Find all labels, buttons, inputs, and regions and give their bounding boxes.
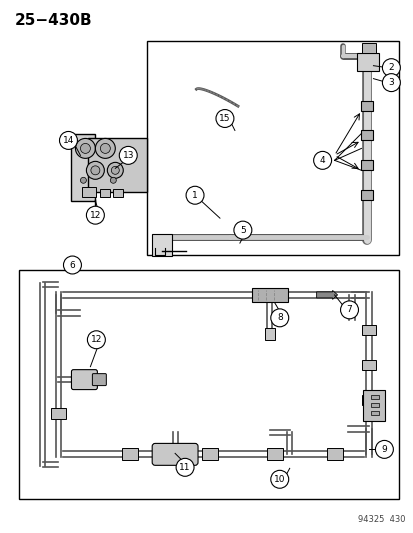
Circle shape bbox=[86, 206, 104, 224]
Text: 2: 2 bbox=[388, 63, 393, 72]
Bar bbox=[266, 448, 282, 461]
Text: 7: 7 bbox=[346, 305, 351, 314]
Bar bbox=[326, 448, 342, 461]
Text: 15: 15 bbox=[218, 114, 230, 123]
Bar bbox=[251, 288, 287, 302]
Text: 1: 1 bbox=[192, 191, 197, 200]
Circle shape bbox=[100, 143, 110, 154]
Bar bbox=[202, 448, 217, 461]
Text: 4: 4 bbox=[319, 156, 325, 165]
Circle shape bbox=[110, 177, 116, 183]
Circle shape bbox=[270, 470, 288, 488]
Bar bbox=[362, 394, 375, 405]
Bar bbox=[82, 187, 96, 197]
Bar bbox=[361, 190, 373, 200]
Text: 6: 6 bbox=[69, 261, 75, 270]
Text: 9: 9 bbox=[381, 445, 386, 454]
FancyArrow shape bbox=[316, 290, 337, 300]
Bar bbox=[100, 189, 110, 197]
Circle shape bbox=[87, 331, 105, 349]
Circle shape bbox=[176, 458, 194, 477]
Circle shape bbox=[111, 166, 119, 174]
Bar bbox=[361, 160, 373, 171]
Bar bbox=[362, 325, 375, 335]
Bar bbox=[264, 328, 274, 340]
Bar bbox=[19, 270, 399, 499]
Bar bbox=[361, 131, 373, 140]
FancyBboxPatch shape bbox=[152, 443, 197, 465]
Bar bbox=[361, 101, 373, 110]
Text: 11: 11 bbox=[179, 463, 190, 472]
Circle shape bbox=[270, 309, 288, 327]
Bar bbox=[362, 43, 375, 53]
Bar bbox=[370, 402, 378, 407]
Circle shape bbox=[80, 143, 90, 154]
Text: 12: 12 bbox=[90, 211, 101, 220]
Text: 5: 5 bbox=[240, 225, 245, 235]
Circle shape bbox=[86, 161, 104, 179]
Bar bbox=[370, 410, 378, 415]
Circle shape bbox=[382, 74, 399, 92]
FancyBboxPatch shape bbox=[71, 134, 95, 201]
Circle shape bbox=[59, 132, 77, 149]
Text: 25−430B: 25−430B bbox=[14, 13, 92, 28]
Bar bbox=[370, 394, 378, 399]
FancyBboxPatch shape bbox=[71, 370, 97, 390]
Bar bbox=[357, 53, 378, 71]
Bar bbox=[152, 234, 172, 256]
Circle shape bbox=[95, 139, 115, 158]
Circle shape bbox=[185, 186, 204, 204]
Text: 14: 14 bbox=[63, 136, 74, 145]
Bar bbox=[147, 41, 399, 255]
Circle shape bbox=[107, 163, 123, 179]
Circle shape bbox=[313, 151, 331, 169]
Text: 3: 3 bbox=[387, 78, 393, 87]
Bar bbox=[50, 408, 66, 419]
FancyBboxPatch shape bbox=[92, 374, 106, 385]
Circle shape bbox=[75, 139, 95, 158]
Circle shape bbox=[375, 440, 392, 458]
Circle shape bbox=[80, 177, 86, 183]
Circle shape bbox=[233, 221, 251, 239]
Bar bbox=[113, 189, 123, 197]
Circle shape bbox=[382, 59, 399, 77]
Circle shape bbox=[91, 166, 100, 175]
Circle shape bbox=[119, 147, 137, 164]
Text: 8: 8 bbox=[276, 313, 282, 322]
Circle shape bbox=[63, 256, 81, 274]
Circle shape bbox=[340, 301, 358, 319]
Text: 13: 13 bbox=[122, 151, 134, 160]
Text: 94325  430: 94325 430 bbox=[357, 515, 404, 524]
FancyBboxPatch shape bbox=[363, 390, 385, 422]
Text: 12: 12 bbox=[90, 335, 102, 344]
Circle shape bbox=[216, 109, 233, 127]
FancyBboxPatch shape bbox=[88, 139, 147, 192]
Text: 10: 10 bbox=[273, 475, 285, 484]
Bar bbox=[122, 448, 138, 461]
Bar bbox=[362, 360, 375, 370]
